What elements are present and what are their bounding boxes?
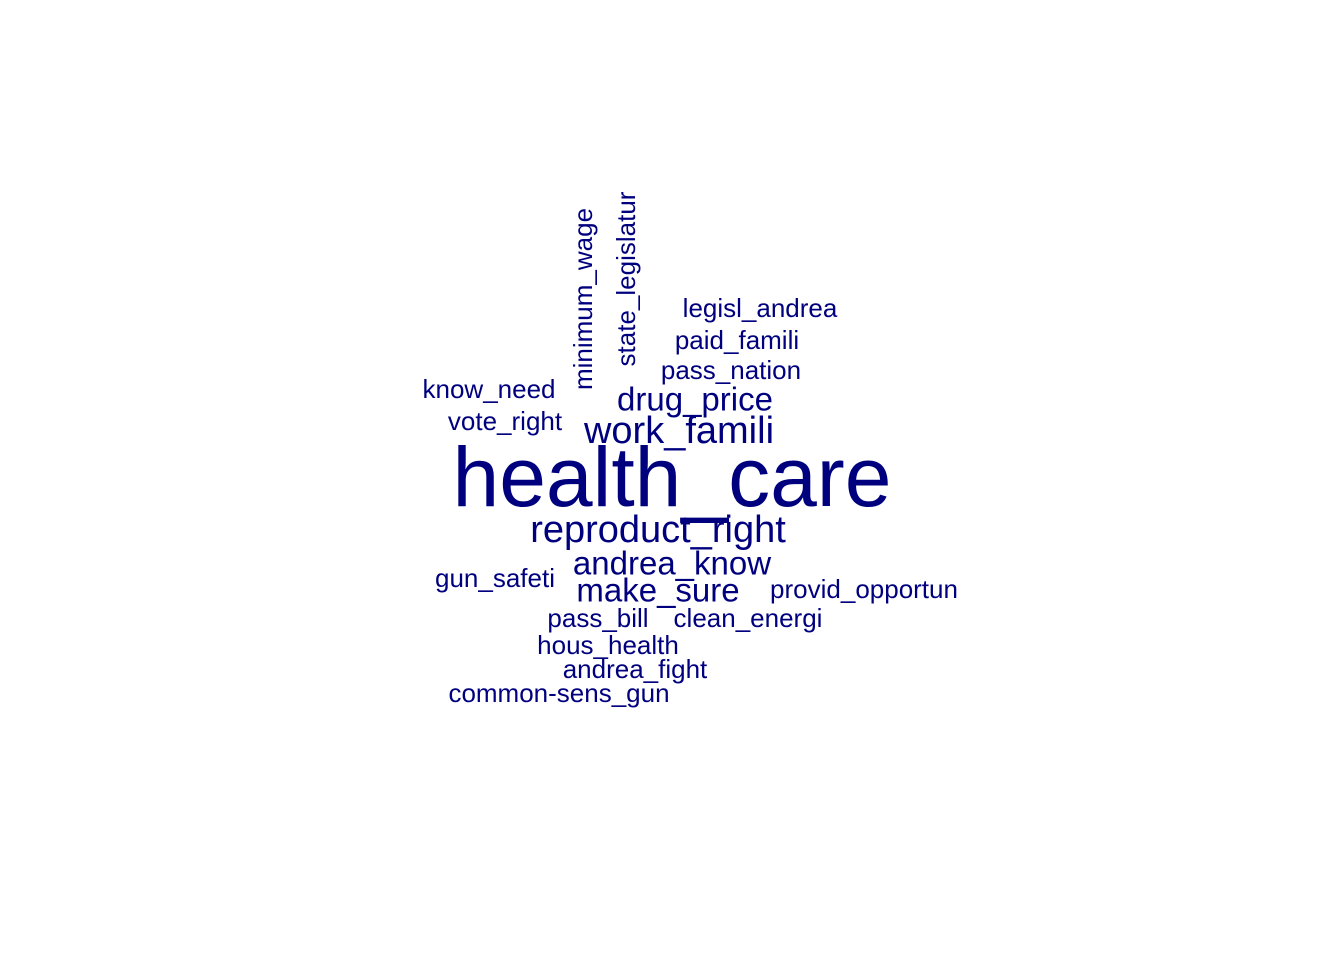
word-minimum-wage: minimum_wage xyxy=(568,207,598,391)
word-hous-health: hous_health xyxy=(537,630,679,660)
word-know-need: know_need xyxy=(422,374,556,404)
word-vote-right: vote_right xyxy=(447,406,563,436)
word-state-legislatur: state_legislatur xyxy=(611,191,641,367)
word-reproduct-right: reproduct_right xyxy=(530,509,786,551)
word-andrea-fight: andrea_fight xyxy=(562,654,708,684)
word-provid-opportun: provid_opportun xyxy=(770,574,958,604)
word-health-care: health_care xyxy=(452,430,892,524)
word-andrea-know: andrea_know xyxy=(572,544,772,582)
word-gun-safeti: gun_safeti xyxy=(435,563,555,593)
word-work-famili: work_famili xyxy=(583,410,775,452)
word-drug-price: drug_price xyxy=(617,380,773,418)
word-clean-energi: clean_energi xyxy=(673,603,823,633)
word-pass-nation: pass_nation xyxy=(660,355,802,385)
word-pass-bill: pass_bill xyxy=(547,603,649,633)
word-paid-famili: paid_famili xyxy=(674,325,800,355)
word-legisl-andrea: legisl_andrea xyxy=(682,293,838,323)
word-make-sure: make_sure xyxy=(576,571,740,609)
word-common-sens-gun: common-sens_gun xyxy=(448,678,670,708)
